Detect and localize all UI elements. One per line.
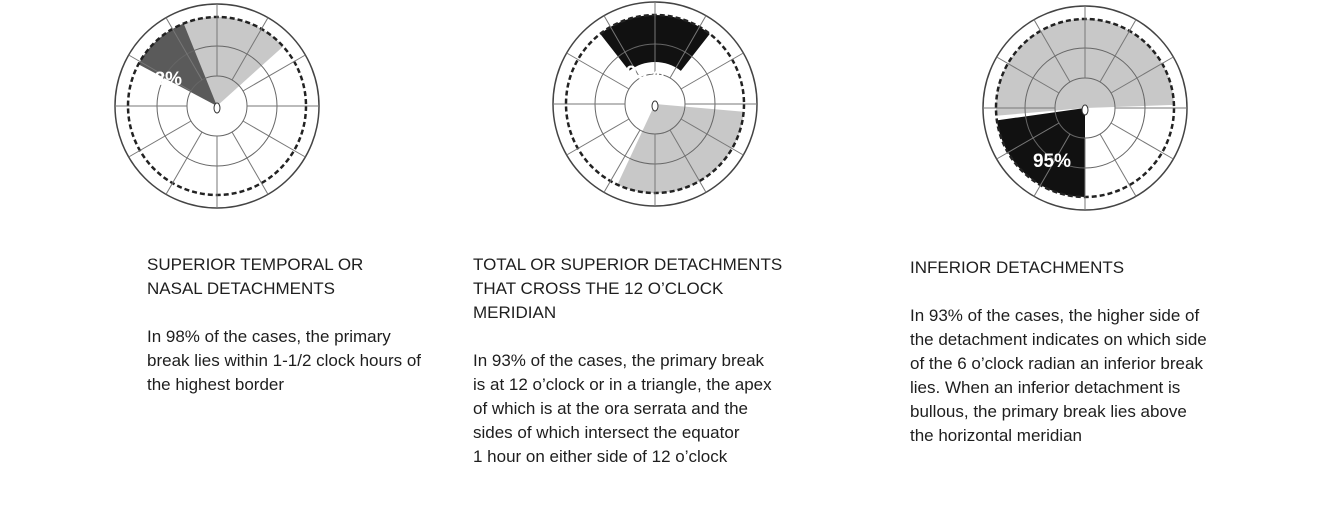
title-line: MERIDIAN bbox=[473, 301, 782, 325]
description-line: bullous, the primary break lies above bbox=[910, 400, 1207, 424]
description-line: of the 6 o’clock radian an inferior brea… bbox=[910, 352, 1207, 376]
title-line: THAT CROSS THE 12 O’CLOCK bbox=[473, 277, 782, 301]
percent-label: 93% bbox=[626, 63, 664, 84]
description-line: 1 hour on either side of 12 o’clock bbox=[473, 445, 782, 469]
optic-disc bbox=[1082, 105, 1088, 115]
title-line: SUPERIOR TEMPORAL OR bbox=[147, 253, 421, 277]
description-line: In 93% of the cases, the primary break bbox=[473, 349, 782, 373]
description-line: lies. When an inferior detachment is bbox=[910, 376, 1207, 400]
description-line: is at 12 o’clock or in a triangle, the a… bbox=[473, 373, 782, 397]
title-line: NASAL DETACHMENTS bbox=[147, 277, 421, 301]
description-line: of which is at the ora serrata and the bbox=[473, 397, 782, 421]
page: 98% 93% 95% SUPERIOR TEMPORAL ORNASAL DETA… bbox=[0, 0, 1331, 521]
title-line: INFERIOR DETACHMENTS bbox=[910, 256, 1207, 280]
description-line: In 98% of the cases, the primary bbox=[147, 325, 421, 349]
optic-disc bbox=[652, 101, 658, 111]
description-line: In 93% of the cases, the higher side of bbox=[910, 304, 1207, 328]
description-line: break lies within 1-1/2 clock hours of bbox=[147, 349, 421, 373]
optic-disc bbox=[214, 103, 220, 113]
percent-label: 98% bbox=[144, 69, 182, 90]
panel-text: INFERIOR DETACHMENTS In 93% of the cases,… bbox=[910, 256, 1207, 448]
title-line: TOTAL OR SUPERIOR DETACHMENTS bbox=[473, 253, 782, 277]
panel-title: INFERIOR DETACHMENTS bbox=[910, 256, 1207, 280]
description-line: the detachment indicates on which side bbox=[910, 328, 1207, 352]
description-line: sides of which intersect the equator bbox=[473, 421, 782, 445]
percent-label: 95% bbox=[1033, 151, 1071, 172]
description-line: the horizontal meridian bbox=[910, 424, 1207, 448]
description-line: the highest border bbox=[147, 373, 421, 397]
